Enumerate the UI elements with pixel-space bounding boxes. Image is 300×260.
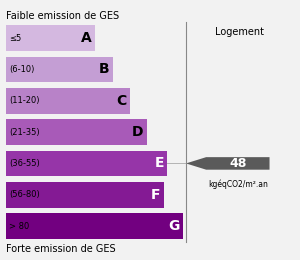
Bar (6, 213, 183, 239)
Text: Forte emission de GES: Forte emission de GES (6, 244, 116, 254)
Text: (36-55): (36-55) (10, 159, 40, 168)
Bar (6, 57, 112, 82)
Text: (21-35): (21-35) (10, 128, 40, 136)
Text: B: B (98, 62, 109, 76)
Text: > 80: > 80 (10, 222, 30, 231)
Text: 48: 48 (229, 157, 247, 170)
Text: (56-80): (56-80) (10, 190, 40, 199)
Text: Logement: Logement (215, 27, 265, 37)
Bar (6, 25, 95, 51)
Text: (11-20): (11-20) (10, 96, 40, 105)
Text: D: D (132, 125, 144, 139)
Polygon shape (186, 157, 269, 170)
Text: kgéqCO2/m².an: kgéqCO2/m².an (208, 180, 268, 189)
Text: G: G (168, 219, 180, 233)
Text: (6-10): (6-10) (10, 65, 35, 74)
Bar (186, 22, 294, 242)
Text: F: F (151, 188, 160, 202)
Bar (6, 88, 130, 114)
Text: A: A (81, 31, 92, 45)
Text: C: C (116, 94, 126, 108)
Bar (6, 182, 164, 207)
Text: ≤5: ≤5 (10, 34, 22, 43)
Text: E: E (154, 157, 164, 170)
Text: Faible emission de GES: Faible emission de GES (6, 11, 119, 21)
Bar (6, 151, 167, 176)
Bar (6, 119, 147, 145)
